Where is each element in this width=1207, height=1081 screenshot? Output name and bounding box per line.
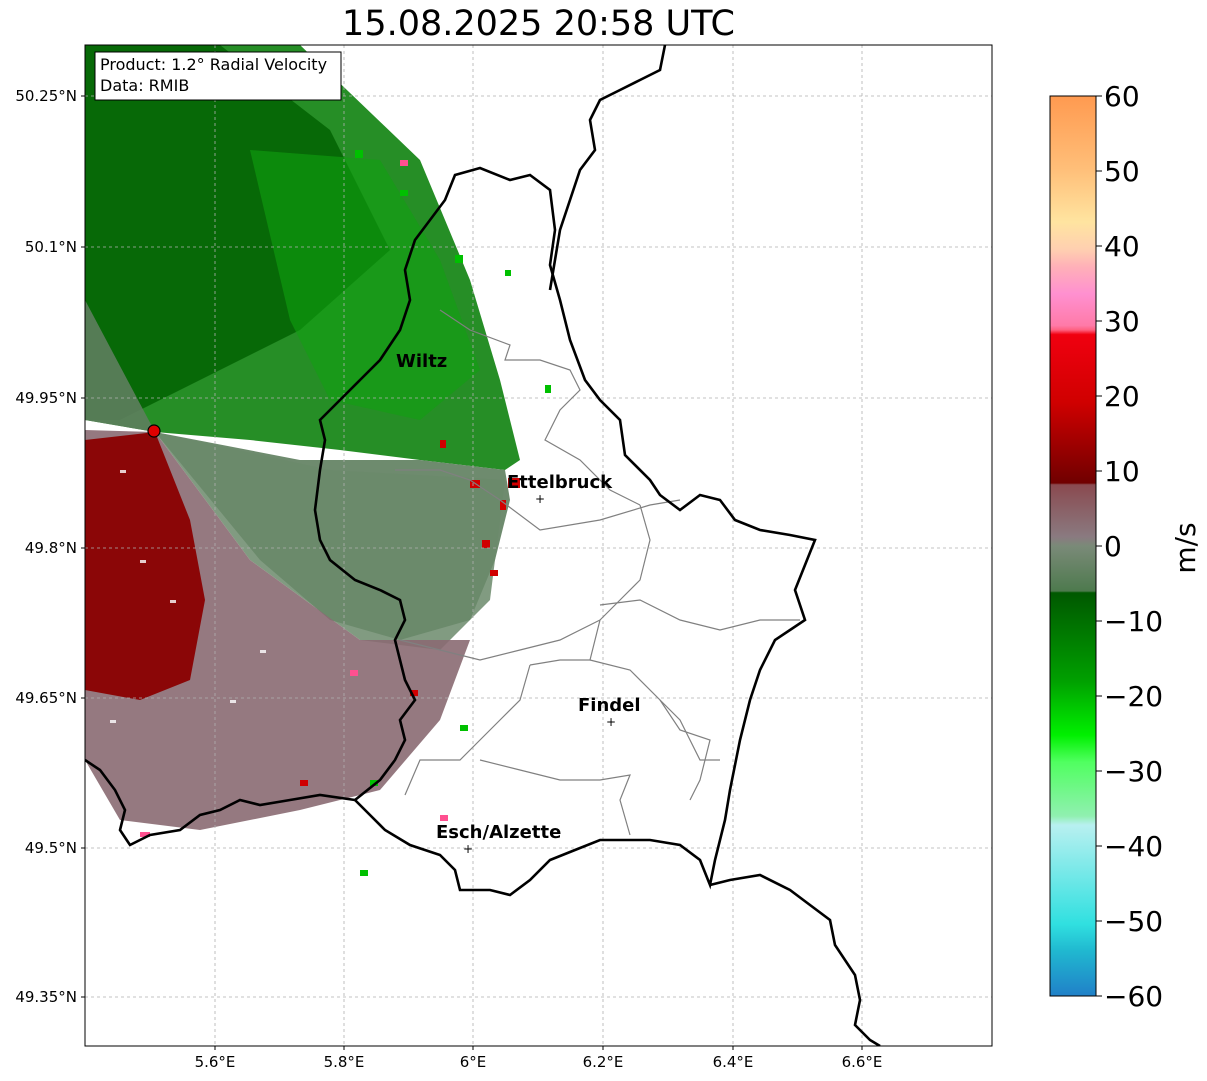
colorbar-tick: −40 [1104,830,1163,863]
city-ettelbruck: Ettelbruck + [507,472,613,506]
city-marker-ettelbruck: + [535,492,545,506]
info-data-source: Data: RMIB [100,76,189,95]
radar-echo-layer [85,45,551,876]
lat-tick-label: 49.35°N [15,988,77,1006]
colorbar-tick: 40 [1104,230,1140,263]
city-wiltz: Wiltz [396,351,447,372]
plot-frame [84,44,993,1047]
y-axis-ticks [81,95,85,998]
x-axis-labels: 5.6°E 5.8°E 6°E 6.2°E 6.4°E 6.6°E [195,1053,883,1071]
lon-tick-label: 6.6°E [842,1053,883,1071]
country-borders [85,45,881,1046]
lat-tick-label: 49.95°N [15,389,77,407]
colorbar-tick: 30 [1104,305,1140,338]
map-title: 15.08.2025 20:58 UTC [342,4,735,44]
colorbar-tick: 60 [1104,80,1140,113]
lon-tick-label: 5.8°E [324,1053,365,1071]
colorbar-tick: 20 [1104,380,1140,413]
lat-tick-label: 49.65°N [15,689,77,707]
lat-tick-label: 50.25°N [15,87,77,105]
lat-tick-label: 50.1°N [25,238,77,256]
x-axis-ticks [214,1046,863,1050]
lat-tick-label: 49.5°N [25,839,77,857]
y-axis-labels: 50.25°N 50.1°N 49.95°N 49.8°N 49.65°N 49… [15,87,77,1006]
colorbar-unit-label: m/s [1169,522,1202,573]
city-esch: Esch/Alzette + [436,822,561,856]
lon-tick-label: 6.2°E [583,1053,624,1071]
colorbar-tick: −50 [1104,905,1163,938]
colorbar-tick: 0 [1104,530,1122,563]
lat-tick-label: 49.8°N [25,539,77,557]
canton-borders [395,309,800,836]
info-product: Product: 1.2° Radial Velocity [100,55,327,74]
colorbar-gradient [1049,95,1097,997]
colorbar-tick: −60 [1104,980,1163,1013]
colorbar: 60 50 40 30 20 10 0 −10 −20 −30 −40 −50 … [1049,80,1202,1013]
city-marker-findel: + [606,715,616,729]
city-findel: Findel + [578,695,641,729]
city-label-wiltz: Wiltz [396,351,447,372]
lon-tick-label: 5.6°E [195,1053,236,1071]
colorbar-tick: −30 [1104,755,1163,788]
colorbar-tick: 50 [1104,155,1140,188]
radar-site-marker [147,424,161,438]
colorbar-tick: 10 [1104,455,1140,488]
lon-tick-label: 6.4°E [713,1053,754,1071]
city-label-findel: Findel [578,695,641,716]
city-marker-esch: + [463,842,473,856]
city-label-ettelbruck: Ettelbruck [507,472,613,493]
colorbar-tick: −20 [1104,680,1163,713]
lon-tick-label: 6°E [460,1053,487,1071]
colorbar-tick: −10 [1104,605,1163,638]
info-box: Product: 1.2° Radial Velocity Data: RMIB [94,51,342,101]
city-label-esch: Esch/Alzette [436,822,561,843]
